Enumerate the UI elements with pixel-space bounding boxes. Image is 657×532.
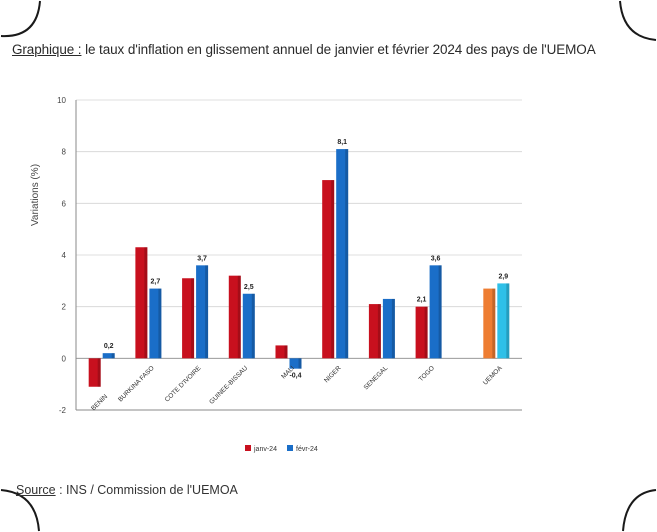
data-label: 0,2 (104, 343, 114, 350)
bar-fevr (382, 298, 395, 359)
y-tick-label: 8 (62, 148, 67, 157)
y-tick-label: 10 (57, 96, 66, 105)
category-label: TOGO (418, 365, 436, 383)
category-label: BURKINA FASO (117, 365, 156, 404)
bar-fevr (242, 293, 255, 359)
bar-shade (345, 149, 349, 359)
bar-shade (438, 265, 442, 359)
data-label: -0,4 (289, 373, 301, 380)
bar-shade (506, 283, 510, 359)
bar-shade (298, 358, 302, 369)
bar-fevr (149, 288, 162, 359)
y-tick-label: 0 (62, 354, 67, 363)
bar-shade (492, 288, 496, 359)
source-lead: Source (16, 483, 56, 497)
bar-shade (144, 247, 148, 359)
bar-shade (391, 298, 395, 359)
category-label: SENEGAL (363, 365, 390, 392)
bar-fevr (196, 265, 209, 359)
y-tick-label: 2 (62, 303, 67, 312)
bar-janv (228, 275, 241, 359)
y-tick-label: 4 (62, 251, 67, 260)
data-label: 3,6 (431, 255, 441, 262)
category-label: NIGER (323, 365, 343, 385)
data-label: 2,7 (151, 279, 161, 286)
data-label: 2,5 (244, 284, 254, 291)
frame-corner-bottom-left (0, 489, 40, 532)
bar-janv (88, 358, 101, 387)
data-label: 2,1 (417, 297, 427, 304)
bar-shade (331, 180, 335, 359)
bar-fevr (429, 265, 442, 359)
bar-janv (275, 345, 288, 359)
bar-shade (424, 306, 428, 359)
category-label: GUINEE-BISSAU (208, 365, 249, 406)
bar-fevr (497, 283, 510, 359)
bar-fevr (102, 353, 115, 359)
source-note: Source : INS / Commission de l'UEMOA (16, 483, 238, 497)
chart-title: Graphique : le taux d'inflation en gliss… (12, 42, 657, 57)
category-label: BENIN (90, 393, 109, 412)
frame-corner-top-right (619, 0, 657, 41)
bar-shade (284, 345, 288, 359)
legend-label: janv-24 (253, 446, 277, 453)
category-label: COTE D'IVOIRE (164, 364, 203, 403)
bar-janv (322, 180, 335, 359)
bar-janv (135, 247, 148, 359)
source-text: : INS / Commission de l'UEMOA (55, 483, 238, 497)
category-label: UEMOA (482, 364, 504, 386)
bar-shade (158, 288, 162, 359)
bar-shade (377, 304, 381, 359)
bar-shade (111, 353, 115, 359)
data-label: 8,1 (337, 139, 347, 146)
frame-corner-bottom-right (622, 489, 657, 532)
legend-label: févr-24 (296, 446, 318, 453)
bar-janv (368, 304, 381, 359)
bar-shade (97, 358, 101, 387)
y-tick-label: -2 (59, 406, 67, 415)
chart-title-lead: Graphique : (12, 42, 82, 57)
bar-fevr (289, 358, 302, 369)
bar-janv (415, 306, 428, 359)
frame-corner-top-left (0, 0, 41, 38)
bar-shade (251, 293, 255, 359)
data-label: 2,9 (498, 273, 508, 280)
y-tick-label: 6 (62, 199, 67, 208)
bar-fevr (336, 149, 349, 359)
bar-janv (483, 288, 496, 359)
bar-shade (237, 275, 241, 359)
legend-swatch (245, 445, 251, 451)
y-axis-label: Variations (%) (30, 164, 41, 226)
data-label: 3,7 (197, 255, 207, 262)
legend-swatch (287, 445, 293, 451)
bar-shade (205, 265, 209, 359)
chart-title-text: le taux d'inflation en glissement annuel… (81, 42, 596, 57)
bar-janv (182, 278, 195, 359)
bar-shade (191, 278, 195, 359)
